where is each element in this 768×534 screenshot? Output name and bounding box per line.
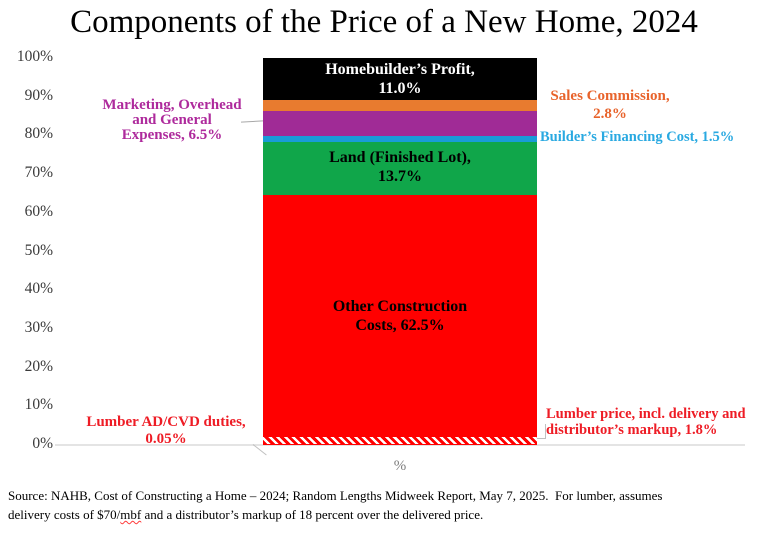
y-axis-tick-label: 30%: [24, 318, 53, 336]
leader-line-marketing: [240, 120, 264, 123]
source-line-2-text: delivery costs of $70/: [8, 507, 121, 522]
label-line: Expenses, 6.5%: [121, 126, 223, 143]
y-axis-tick-label: 100%: [16, 48, 53, 65]
bar-segment: [263, 194, 537, 437]
bar-segment: [263, 436, 537, 444]
bar-segment: [263, 111, 537, 137]
y-axis-tick-label: 40%: [24, 280, 53, 298]
label-sales-commission: Sales Commission, 2.8%: [541, 87, 679, 123]
label-line: Sales Commission,: [550, 88, 670, 104]
label-line: Lumber price, incl. delivery and: [546, 406, 746, 422]
label-line: distributor’s markup, 1.8%: [546, 422, 718, 438]
source-misspelled-word: mbf: [120, 507, 142, 522]
label-lumber-price: Lumber price, incl. delivery and distrib…: [546, 406, 764, 438]
y-axis-tick-label: 10%: [24, 396, 53, 414]
label-line: Homebuilder’s Profit,: [325, 61, 475, 78]
y-axis-tick-label: 60%: [24, 202, 53, 220]
source-line-2: delivery costs of $70/mbf and a distribu…: [8, 505, 756, 524]
leader-line-lumber-price: [537, 438, 546, 439]
label-marketing-overhead-expenses: Marketing, Overhead and General Expenses…: [93, 98, 251, 142]
label-land-finished-lot: Land (Finished Lot), 13.7%: [263, 148, 537, 186]
source-line-1: Source: NAHB, Cost of Constructing a Hom…: [8, 488, 663, 503]
leader-line-lumber-price: [545, 424, 546, 439]
y-axis-tick-label: 20%: [24, 357, 53, 375]
source-line-2-text: and a distributor’s markup of 18 percent…: [141, 507, 484, 522]
bar-segment: [263, 100, 537, 111]
label-homebuilders-profit: Homebuilder’s Profit, 11.0%: [263, 60, 537, 98]
y-axis-tick-label: 80%: [24, 125, 53, 143]
label-line: Land (Finished Lot),: [329, 149, 471, 166]
y-axis-tick-label: 70%: [24, 164, 53, 182]
label-builders-financing-cost: Builder’s Financing Cost, 1.5%: [540, 129, 755, 146]
label-line: Lumber AD/CVD duties,: [86, 414, 246, 430]
label-line: Marketing, Overhead: [102, 97, 242, 113]
stacked-bar: [263, 57, 537, 444]
source-note: Source: NAHB, Cost of Constructing a Hom…: [8, 486, 756, 524]
label-line: Builder’s Financing Cost, 1.5%: [540, 129, 735, 145]
chart-title: Components of the Price of a New Home, 2…: [70, 4, 698, 40]
y-axis-tick-label: 50%: [24, 241, 53, 259]
bar-segment: [263, 141, 537, 195]
label-lumber-adcvd-duties: Lumber AD/CVD duties, 0.05%: [75, 414, 257, 448]
x-axis-label: %: [393, 458, 407, 474]
label-line: 13.7%: [378, 168, 422, 185]
bar-segment: [263, 57, 537, 101]
y-axis-tick-label: 0%: [32, 435, 53, 452]
bar-segment: [263, 136, 537, 142]
label-line: 0.05%: [145, 431, 187, 447]
label-line: 2.8%: [593, 106, 627, 122]
label-line: and General: [132, 111, 212, 128]
y-axis-tick-label: 90%: [24, 86, 53, 104]
label-other-construction-costs: Other Construction Costs, 62.5%: [263, 297, 537, 335]
x-axis-line: [55, 444, 745, 446]
label-line: 11.0%: [378, 80, 422, 97]
label-line: Costs, 62.5%: [355, 317, 445, 334]
label-line: Other Construction: [332, 298, 468, 315]
